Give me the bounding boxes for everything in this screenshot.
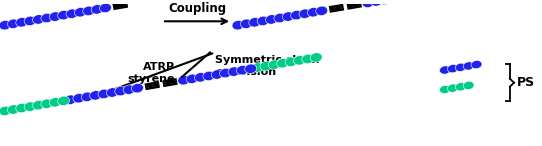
Ellipse shape (89, 91, 101, 100)
Ellipse shape (302, 54, 314, 64)
Ellipse shape (274, 13, 286, 23)
Ellipse shape (379, 0, 391, 5)
Ellipse shape (178, 75, 190, 85)
Ellipse shape (0, 106, 11, 116)
Ellipse shape (132, 84, 144, 93)
Text: Coupling: Coupling (168, 2, 226, 15)
Ellipse shape (64, 95, 76, 104)
Ellipse shape (447, 65, 459, 73)
Ellipse shape (463, 62, 474, 70)
Ellipse shape (268, 60, 280, 69)
Ellipse shape (249, 18, 261, 27)
Ellipse shape (24, 16, 36, 26)
Ellipse shape (203, 71, 215, 81)
Ellipse shape (74, 8, 86, 17)
Ellipse shape (195, 73, 207, 82)
Ellipse shape (277, 59, 289, 68)
Ellipse shape (285, 57, 297, 66)
Ellipse shape (49, 12, 61, 21)
Ellipse shape (291, 10, 302, 20)
Ellipse shape (83, 6, 95, 15)
Ellipse shape (57, 10, 69, 20)
Ellipse shape (310, 53, 322, 62)
Ellipse shape (455, 83, 466, 91)
Ellipse shape (440, 66, 450, 74)
Ellipse shape (293, 56, 306, 65)
Ellipse shape (211, 70, 223, 79)
Ellipse shape (316, 6, 328, 15)
Ellipse shape (8, 105, 20, 114)
Text: Symmetric chain
extension: Symmetric chain extension (215, 55, 319, 77)
Ellipse shape (115, 86, 127, 96)
Ellipse shape (447, 84, 459, 92)
Ellipse shape (387, 0, 399, 3)
Ellipse shape (362, 0, 374, 8)
Ellipse shape (266, 15, 278, 24)
Ellipse shape (220, 68, 231, 78)
Ellipse shape (41, 99, 53, 108)
Ellipse shape (245, 64, 257, 73)
Ellipse shape (260, 61, 272, 71)
Text: ATRP
styrene: ATRP styrene (127, 62, 175, 84)
Ellipse shape (236, 65, 248, 75)
Ellipse shape (228, 67, 240, 76)
Ellipse shape (232, 20, 244, 30)
Ellipse shape (100, 3, 112, 13)
Ellipse shape (98, 89, 110, 99)
Ellipse shape (66, 9, 78, 18)
Ellipse shape (370, 0, 382, 6)
Ellipse shape (73, 94, 85, 103)
Ellipse shape (440, 85, 450, 94)
Ellipse shape (471, 60, 482, 69)
Ellipse shape (33, 100, 44, 110)
Text: PS: PS (517, 76, 535, 89)
Ellipse shape (24, 102, 36, 111)
Ellipse shape (307, 8, 319, 17)
Ellipse shape (49, 98, 61, 107)
Ellipse shape (186, 74, 198, 84)
Ellipse shape (91, 5, 103, 14)
Ellipse shape (16, 103, 28, 113)
Ellipse shape (16, 18, 28, 27)
Ellipse shape (455, 63, 466, 71)
Ellipse shape (463, 81, 474, 89)
Ellipse shape (8, 19, 20, 28)
Ellipse shape (81, 92, 93, 101)
Ellipse shape (106, 88, 118, 97)
Ellipse shape (241, 19, 253, 28)
Ellipse shape (57, 96, 69, 106)
Ellipse shape (282, 12, 294, 21)
Ellipse shape (299, 9, 311, 18)
Ellipse shape (251, 63, 263, 72)
Ellipse shape (123, 85, 135, 94)
Ellipse shape (257, 16, 269, 26)
Ellipse shape (0, 20, 11, 30)
Ellipse shape (33, 15, 44, 24)
Ellipse shape (396, 0, 408, 2)
Ellipse shape (41, 13, 53, 23)
